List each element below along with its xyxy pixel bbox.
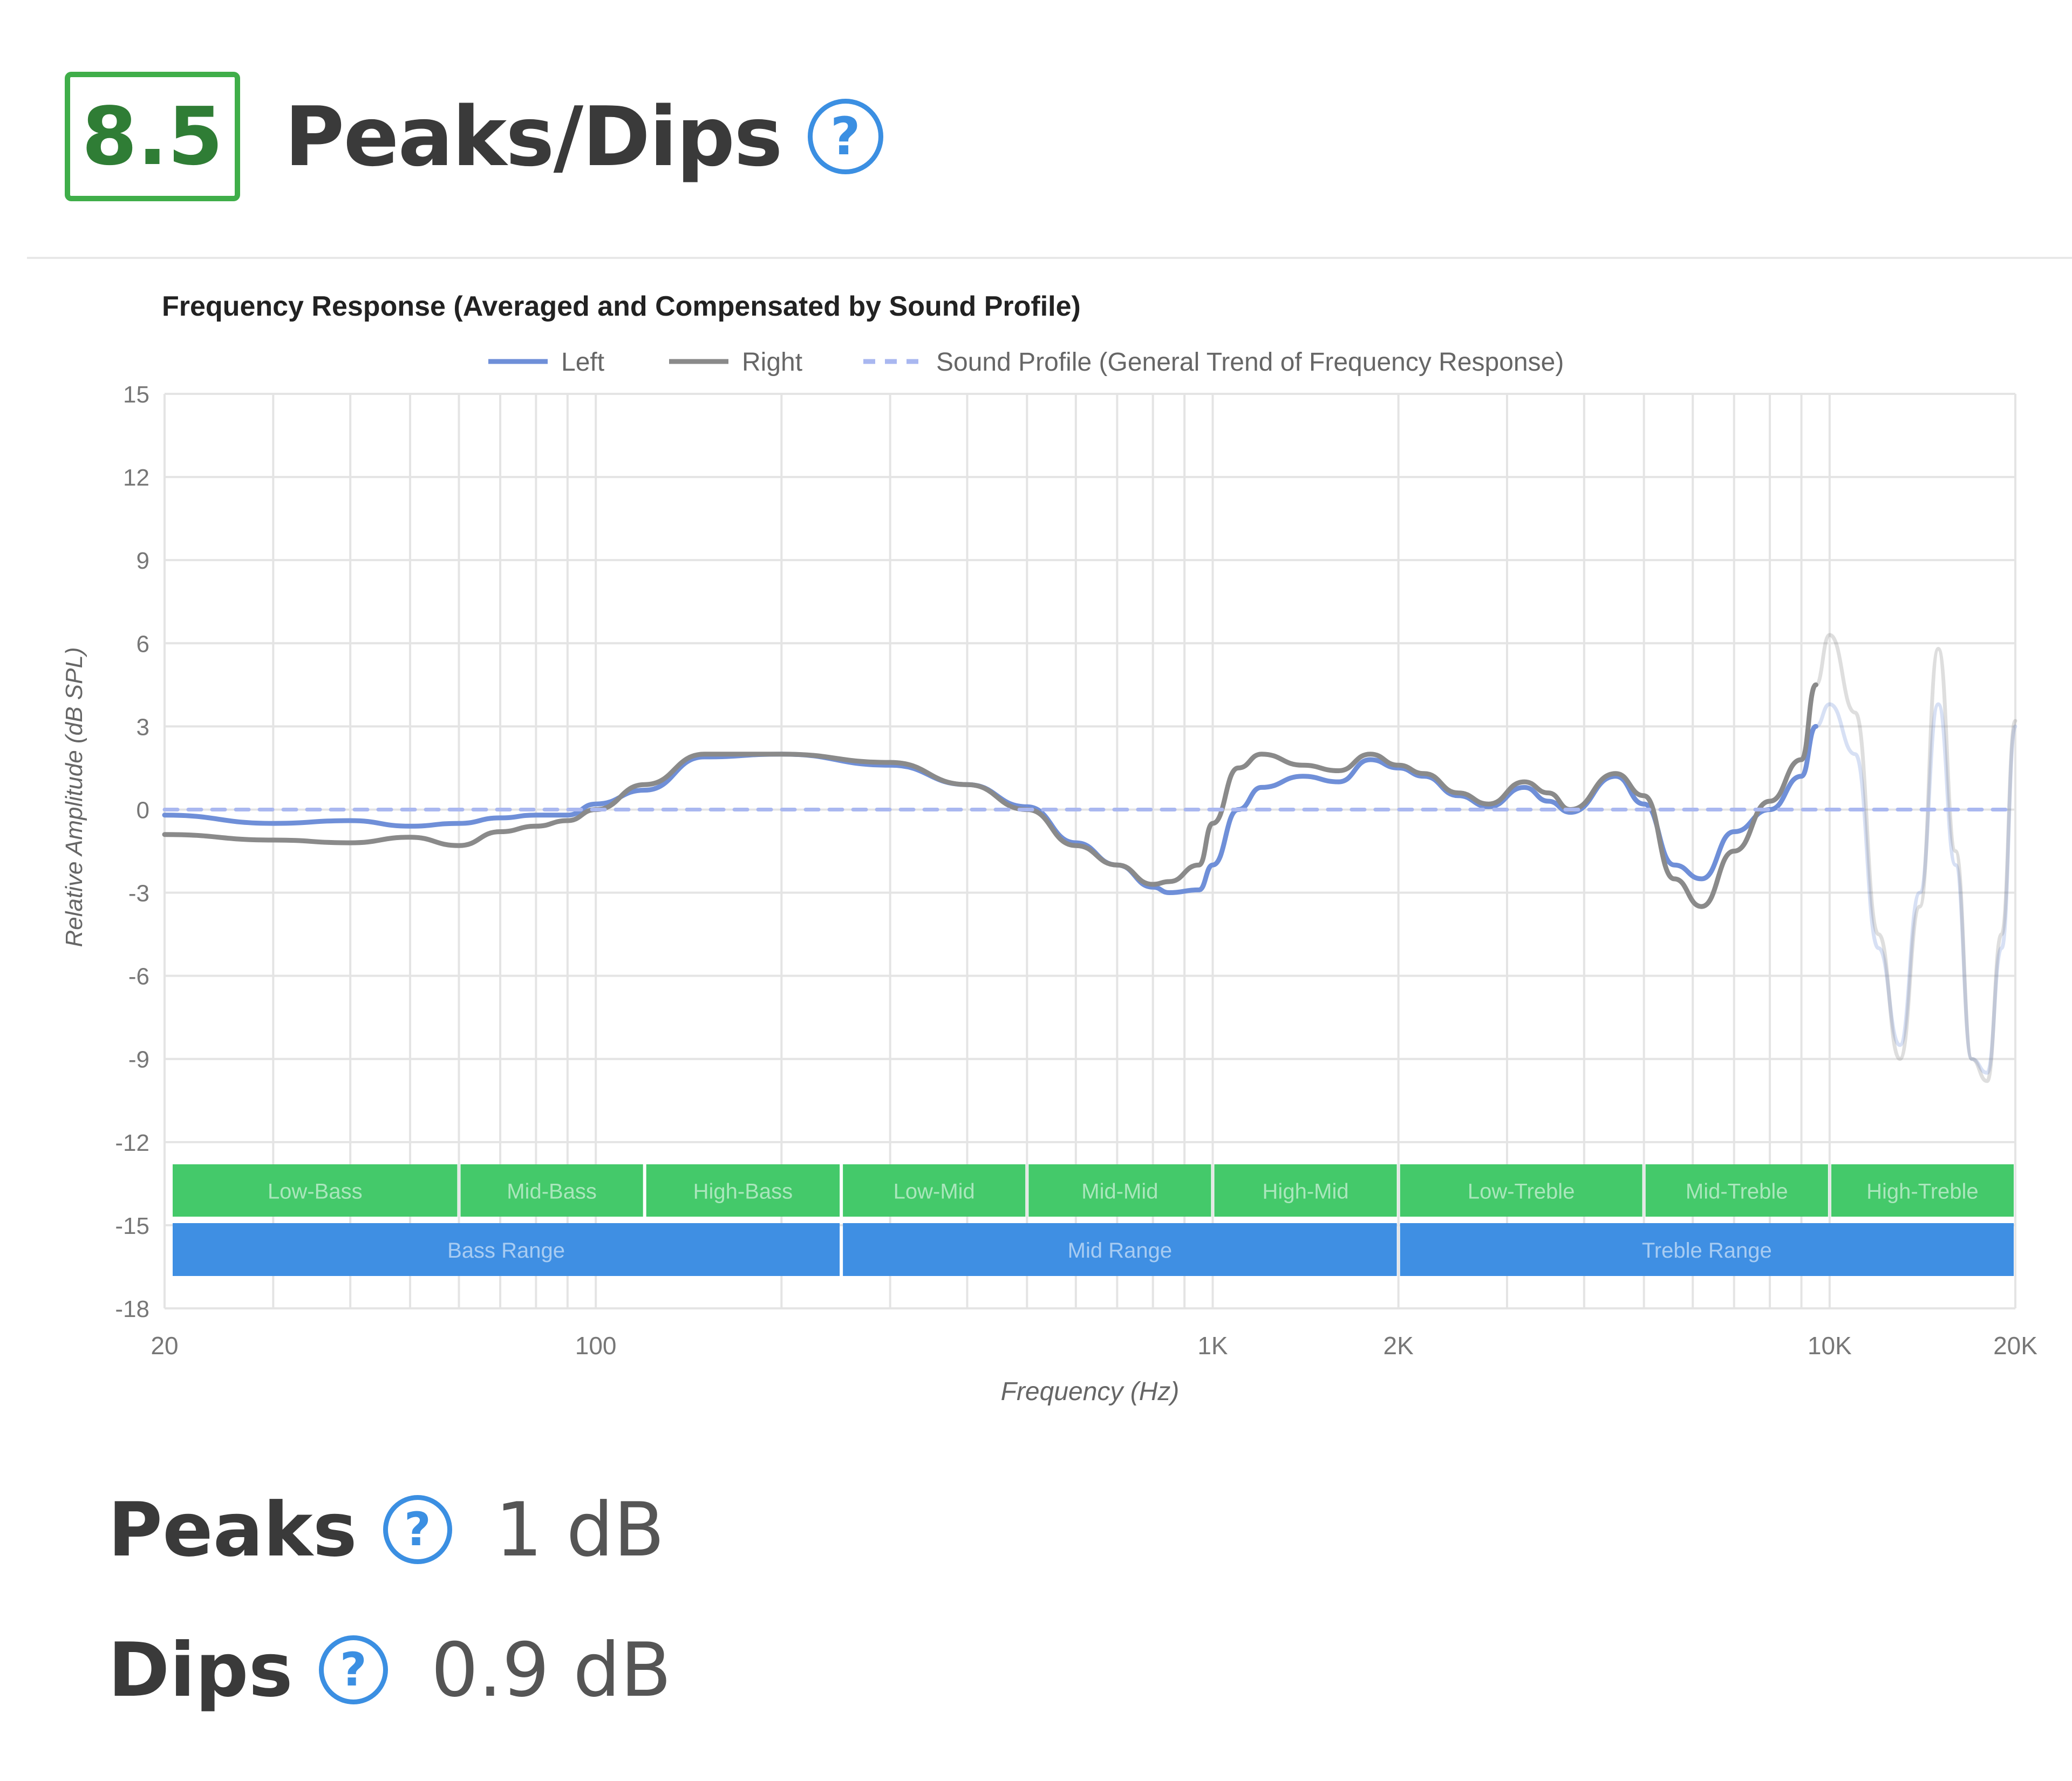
band-label: Low-Mid	[894, 1180, 975, 1204]
question-circle-icon[interactable]: ?	[318, 1635, 388, 1704]
x-tick-label: 10K	[1808, 1332, 1852, 1360]
band-label: High-Mid	[1263, 1180, 1349, 1204]
band-label: Mid Range	[1068, 1239, 1172, 1263]
y-tick-label: 12	[123, 465, 149, 491]
question-circle-icon[interactable]: ?	[807, 99, 883, 174]
band-bar	[843, 1223, 1397, 1276]
y-tick-label: -3	[128, 881, 149, 907]
frequency-response-chart: 15 12 9 6 3 0 -3 -6 -9 -12 -15 -18 20 100 1K 2K 10K 20K Fr…	[0, 259, 2072, 1424]
band-label: High-Bass	[693, 1180, 793, 1204]
y-tick-label: 0	[137, 797, 149, 823]
dips-label: Dips	[108, 1626, 293, 1714]
y-tick-label: 6	[137, 631, 149, 657]
peaks-label: Peaks	[108, 1486, 357, 1573]
faded-series-line	[1814, 702, 2018, 1075]
x-tick-label: 100	[575, 1332, 617, 1360]
band-bar	[1214, 1164, 1397, 1217]
band-label: Low-Treble	[1468, 1180, 1575, 1204]
left-series-line	[162, 724, 1818, 895]
y-tick-label: -15	[115, 1213, 149, 1239]
y-tick-label: -9	[128, 1047, 149, 1073]
band-bar	[646, 1164, 840, 1217]
peaks-row: Peaks ? 1 dB	[108, 1484, 665, 1575]
y-tick-label: 3	[137, 714, 149, 740]
band-bar	[173, 1223, 840, 1276]
band-bar	[1028, 1164, 1211, 1217]
band-bar	[843, 1164, 1026, 1217]
right-series-line	[162, 682, 1818, 909]
faded-series-line	[1814, 633, 2018, 1083]
y-tick-label: 9	[137, 548, 149, 574]
band-bar	[1400, 1164, 1642, 1217]
x-tick-label: 20	[151, 1332, 178, 1360]
chart-title: Frequency Response (Averaged and Compens…	[162, 291, 1081, 322]
band-bar	[1400, 1223, 2014, 1276]
section-title: Peaks/Dips	[284, 88, 783, 185]
band-label: Bass Range	[447, 1239, 565, 1263]
x-tick-label: 2K	[1383, 1332, 1414, 1360]
band-bar	[1645, 1164, 1828, 1217]
y-axis-label: Relative Amplitude (dB SPL)	[61, 647, 87, 947]
score-header: 8.5 Peaks/Dips ?	[65, 69, 883, 204]
band-label: Treble Range	[1642, 1239, 1772, 1263]
band-label: High-Treble	[1866, 1180, 1978, 1204]
legend-sound-profile-label: Sound Profile (General Trend of Frequenc…	[936, 348, 1564, 377]
band-label: Low-Bass	[268, 1180, 363, 1204]
y-tick-label: -6	[128, 964, 149, 990]
legend-left-label: Left	[561, 348, 604, 377]
band-label: Mid-Bass	[507, 1180, 597, 1204]
legend-right-label: Right	[742, 348, 802, 377]
x-axis-label: Frequency (Hz)	[1001, 1377, 1180, 1406]
band-bar	[460, 1164, 643, 1217]
section-divider	[27, 257, 2072, 259]
dips-value: 0.9 dB	[431, 1626, 672, 1714]
band-bar	[173, 1164, 458, 1217]
y-tick-label: -18	[115, 1296, 149, 1322]
x-tick-label: 1K	[1197, 1332, 1228, 1360]
y-tick-label: -12	[115, 1130, 149, 1156]
band-bar	[1831, 1164, 2014, 1217]
question-circle-icon[interactable]: ?	[383, 1495, 452, 1564]
peaks-value: 1 dB	[495, 1486, 665, 1573]
score-badge: 8.5	[65, 72, 240, 201]
y-tick-label: 15	[123, 381, 149, 408]
dips-row: Dips ? 0.9 dB	[108, 1624, 671, 1716]
band-label: Mid-Mid	[1081, 1180, 1158, 1204]
band-label: Mid-Treble	[1686, 1180, 1788, 1204]
x-tick-label: 20K	[1993, 1332, 2037, 1360]
